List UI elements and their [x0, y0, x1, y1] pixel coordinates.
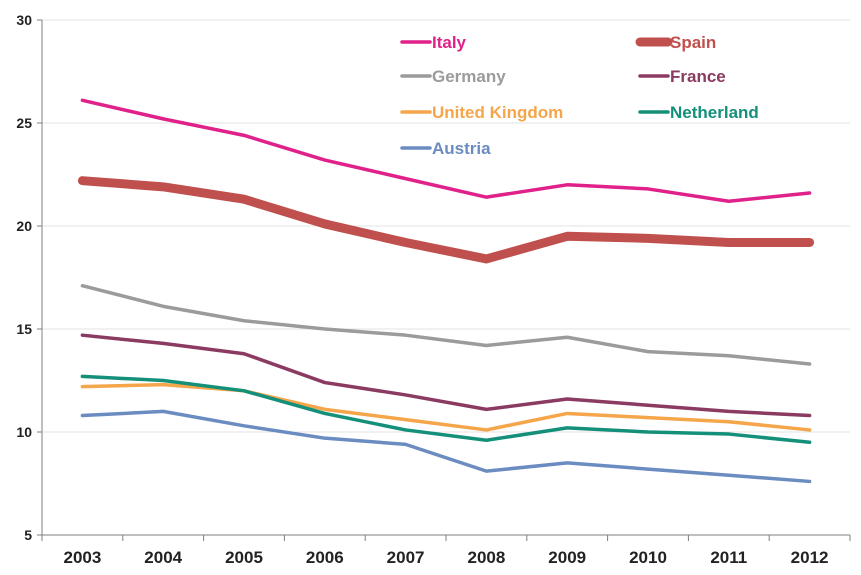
x-tick-label: 2010 [629, 548, 667, 567]
y-tick-labels: 5 10 15 20 25 30 [16, 12, 32, 543]
y-tick-label: 15 [16, 321, 32, 337]
x-tick-label: 2009 [548, 548, 586, 567]
x-tick-label: 2007 [387, 548, 425, 567]
x-tick-label: 2011 [710, 548, 747, 567]
y-tick-label: 5 [24, 527, 32, 543]
x-tick-labels: 2003 2004 2005 2006 2007 2008 2009 2010 2011 2012 [63, 548, 828, 567]
x-tick-label: 2008 [467, 548, 505, 567]
x-tick-label: 2004 [144, 548, 182, 567]
legend-item-italy: Italy [400, 33, 467, 52]
y-tick-label: 10 [16, 424, 32, 440]
series-line-germany [80, 283, 812, 366]
legend-label: Austria [432, 139, 491, 158]
legend: Italy Spain Germany France United Kingdom Net… [400, 33, 759, 158]
x-tick-label: 2012 [791, 548, 829, 567]
series-line-italy [80, 98, 812, 204]
series-lines [77, 98, 815, 484]
series-line-netherland [80, 374, 812, 445]
legend-label: Germany [432, 67, 506, 86]
x-tick-label: 2005 [225, 548, 263, 567]
axes [37, 19, 851, 541]
legend-label: France [670, 67, 726, 86]
series-line-spain [77, 176, 815, 264]
y-tick-label: 30 [16, 12, 32, 28]
legend-item-united-kingdom: United Kingdom [400, 103, 563, 122]
series-line-austria [80, 409, 812, 484]
series-line-france [80, 333, 812, 418]
legend-label: Spain [670, 33, 716, 52]
legend-item-germany: Germany [400, 67, 506, 86]
legend-label: Italy [432, 33, 467, 52]
legend-item-france: France [638, 67, 726, 86]
legend-item-netherland: Netherland [638, 103, 759, 122]
legend-label: United Kingdom [432, 103, 563, 122]
legend-item-spain: Spain [635, 33, 716, 52]
legend-item-austria: Austria [400, 139, 491, 158]
x-tick-label: 2006 [306, 548, 344, 567]
series-line-united-kingdom [80, 382, 812, 432]
x-tick-label: 2003 [63, 548, 101, 567]
y-tick-label: 20 [16, 218, 32, 234]
legend-label: Netherland [670, 103, 759, 122]
y-tick-label: 25 [16, 115, 32, 131]
